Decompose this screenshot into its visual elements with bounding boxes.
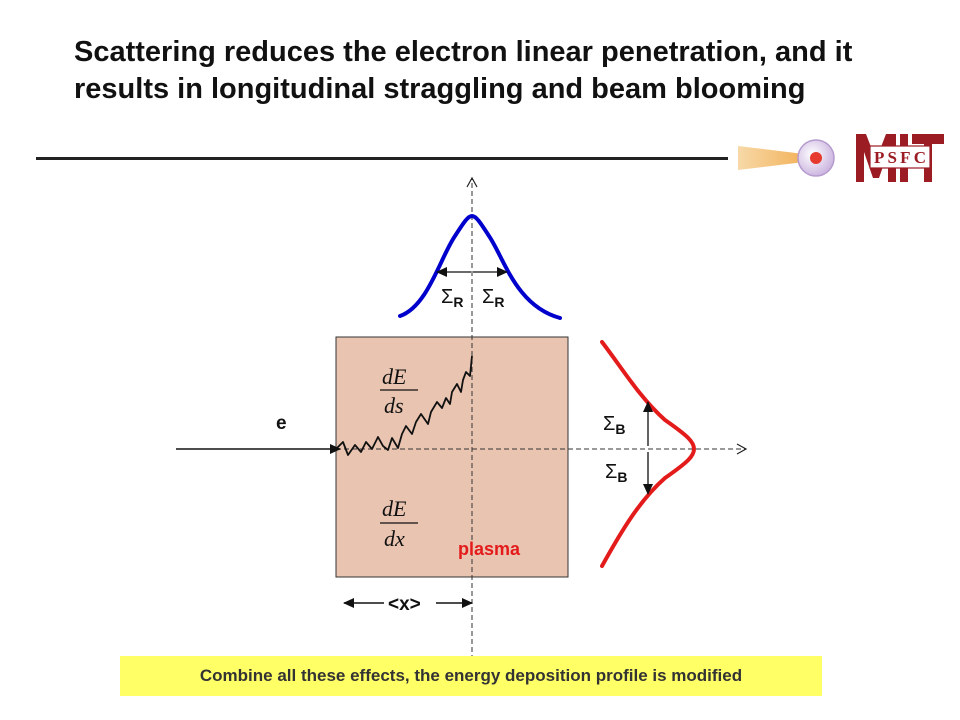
sigma-r-label-right: ΣR [482, 286, 505, 310]
range-label: <x> [388, 594, 421, 615]
eq2-numerator: dE [382, 496, 407, 521]
electron-label: e [276, 413, 287, 434]
electron-trajectory [335, 355, 473, 456]
equation-dE-dx: dE dx [380, 496, 418, 551]
eq1-numerator: dE [382, 364, 407, 389]
plasma-region [335, 336, 569, 578]
logo-text: PSFC [874, 148, 926, 167]
logo-burst-icon [810, 152, 822, 164]
psfc-logo: PSFC [738, 134, 944, 182]
eq1-denominator: ds [384, 393, 404, 418]
slide-title: Scattering reduces the electron linear p… [74, 36, 853, 105]
sigma-r-label-left: ΣR [441, 286, 464, 310]
blooming-gaussian-curve [600, 340, 697, 568]
sigma-b-label-top: ΣB [603, 413, 626, 437]
sigma-b-label-bottom: ΣB [605, 461, 628, 485]
equation-dE-ds: dE ds [380, 364, 418, 418]
title-rule [36, 157, 728, 160]
logo-beam-icon [738, 146, 804, 170]
straggling-gaussian-curve [398, 213, 562, 320]
conclusion-banner: Combine all these effects, the energy de… [120, 656, 822, 696]
logo-panel [869, 145, 931, 169]
eq2-denominator: dx [384, 526, 405, 551]
plasma-label: plasma [458, 539, 521, 559]
